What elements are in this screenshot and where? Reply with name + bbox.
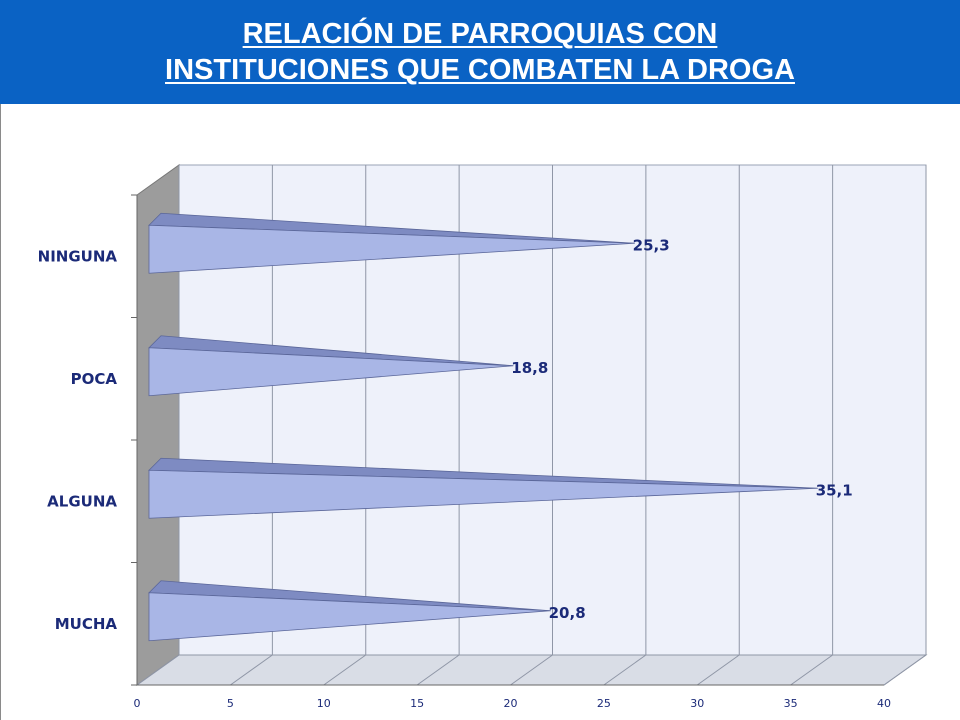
data-label: 35,1 bbox=[816, 481, 853, 499]
x-tick-label: 35 bbox=[784, 697, 798, 710]
data-label: 18,8 bbox=[511, 359, 548, 377]
bar bbox=[148, 592, 551, 642]
floor-gridline bbox=[136, 654, 180, 686]
data-label: 25,3 bbox=[633, 236, 670, 254]
title-bar bbox=[0, 0, 960, 104]
floor-gridline bbox=[696, 654, 740, 686]
floor-gridline bbox=[603, 654, 647, 686]
category-label: ALGUNA bbox=[47, 492, 117, 510]
floor-gridline bbox=[510, 654, 553, 686]
x-tick-label: 40 bbox=[877, 697, 891, 710]
x-tick-label: 20 bbox=[504, 697, 518, 710]
bar bbox=[148, 224, 635, 274]
floor-gridline bbox=[883, 654, 927, 686]
x-tick-label: 5 bbox=[227, 697, 234, 710]
page-title: RELACIÓN DE PARROQUIAS CON INSTITUCIONES… bbox=[0, 16, 960, 88]
bar bbox=[148, 347, 514, 397]
data-label: 20,8 bbox=[549, 604, 586, 622]
bar bbox=[148, 469, 818, 519]
title-line-2: INSTITUCIONES QUE COMBATEN LA DROGA bbox=[165, 54, 795, 86]
floor-gridline bbox=[230, 654, 273, 686]
category-label: POCA bbox=[71, 370, 118, 388]
floor-gridline bbox=[790, 654, 833, 686]
title-line-1: RELACIÓN DE PARROQUIAS CON bbox=[242, 18, 718, 50]
x-tick-label: 0 bbox=[134, 697, 141, 710]
x-tick-label: 25 bbox=[597, 697, 611, 710]
x-tick-label: 10 bbox=[317, 697, 331, 710]
floor-gridline bbox=[323, 654, 367, 686]
slide-edge bbox=[0, 104, 1, 720]
floor-gridline bbox=[416, 654, 460, 686]
x-tick-label: 15 bbox=[410, 697, 424, 710]
x-tick-label: 30 bbox=[690, 697, 704, 710]
category-label: NINGUNA bbox=[38, 247, 118, 265]
category-label: MUCHA bbox=[55, 615, 118, 633]
